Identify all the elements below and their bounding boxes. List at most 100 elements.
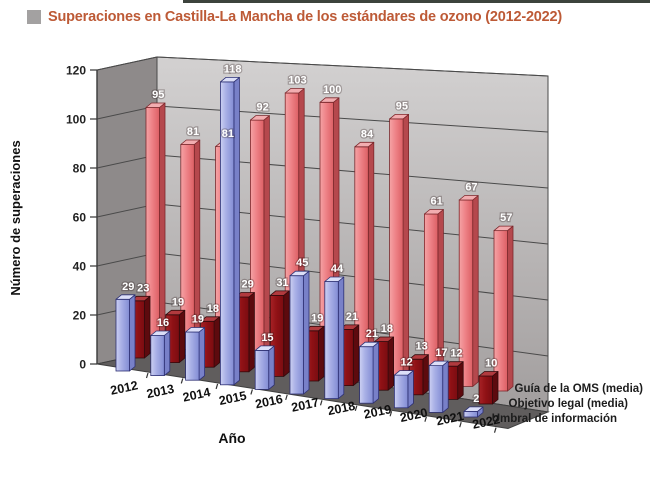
bar-value-umbral-de-informacion-2013: 16 bbox=[157, 317, 169, 329]
bar-value-guia-de-la-oms-media-2016: 103 bbox=[288, 74, 306, 86]
bar-objetivo-legal-media-2022-top bbox=[478, 371, 499, 377]
xtick-2019 bbox=[389, 411, 393, 417]
bar-value-objetivo-legal-media-2013: 19 bbox=[172, 296, 184, 308]
xtick-label-2016: 2016 bbox=[254, 392, 284, 411]
bar-objetivo-legal-media-2022 bbox=[478, 375, 493, 405]
bar-objetivo-legal-media-2018-side bbox=[352, 324, 360, 387]
bar-value-guia-de-la-oms-media-2020: 61 bbox=[431, 196, 443, 208]
ytick-label-40: 40 bbox=[73, 260, 87, 274]
bar-value-objetivo-legal-media-2019: 18 bbox=[381, 323, 393, 335]
ytick-label-80: 80 bbox=[73, 162, 87, 176]
bar-guia-de-la-oms-media-2020-top bbox=[423, 209, 444, 215]
bar-umbral-de-informacion-2018 bbox=[324, 281, 339, 399]
bar-guia-de-la-oms-media-2012-side bbox=[159, 102, 166, 346]
bar-guia-de-la-oms-media-2018-top bbox=[354, 141, 375, 148]
bar-guia-de-la-oms-media-2012-top bbox=[145, 102, 166, 108]
bar-umbral-de-informacion-2019-top bbox=[359, 341, 380, 348]
xtick-2014 bbox=[215, 383, 219, 390]
chart-title-row: Superaciones en Castilla-La Mancha de lo… bbox=[27, 9, 562, 25]
legend-objetivo-legal-media: Objetivo legal (media) bbox=[509, 398, 629, 410]
bar-umbral-de-informacion-2012-side bbox=[129, 294, 136, 372]
ytick-label-100: 100 bbox=[66, 113, 86, 127]
xtick-label-2020: 2020 bbox=[399, 406, 429, 425]
bar-umbral-de-informacion-2017-side bbox=[303, 270, 310, 395]
bar-value-umbral-de-informacion-2019: 21 bbox=[366, 328, 378, 340]
xtick-label-2014: 2014 bbox=[182, 385, 212, 404]
bar-value-guia-de-la-oms-media-2022: 57 bbox=[500, 212, 512, 224]
bar-objetivo-legal-media-2016-top bbox=[269, 290, 290, 296]
bar-value-umbral-de-informacion-2014: 19 bbox=[192, 314, 204, 326]
xtick-label-2013: 2013 bbox=[145, 382, 175, 401]
bar-umbral-de-informacion-2021 bbox=[428, 365, 444, 413]
bar-umbral-de-informacion-2022-top bbox=[463, 406, 484, 412]
bar-umbral-de-informacion-2018-side bbox=[337, 276, 345, 400]
bar-umbral-de-informacion-2012-top bbox=[115, 294, 136, 300]
bar-value-umbral-de-informacion-2018: 44 bbox=[331, 263, 344, 275]
xtick-label-2022: 2022 bbox=[471, 412, 501, 431]
bar-value-objetivo-legal-media-2012: 23 bbox=[137, 282, 149, 294]
page-title: Superaciones en Castilla-La Mancha de lo… bbox=[48, 9, 563, 25]
bar-value-objetivo-legal-media-2021: 12 bbox=[450, 348, 462, 360]
bar-umbral-de-informacion-2015-top bbox=[219, 77, 240, 83]
bar-umbral-de-informacion-2015-side bbox=[233, 77, 240, 386]
bar-umbral-de-informacion-2012 bbox=[115, 298, 130, 372]
bar-value-umbral-de-informacion-2021: 17 bbox=[435, 347, 447, 359]
bar-umbral-de-informacion-2020-top bbox=[393, 370, 414, 376]
bar-value-umbral-de-informacion-2012: 29 bbox=[122, 281, 134, 293]
x-axis-title: Año bbox=[218, 430, 245, 446]
ytick-label-20: 20 bbox=[73, 309, 87, 323]
xtick-label-2012: 2012 bbox=[109, 378, 139, 397]
xtick-2015 bbox=[250, 389, 253, 395]
bar-guia-de-la-oms-media-2015-side bbox=[263, 115, 270, 360]
xtick-2022 bbox=[493, 427, 497, 433]
bar-umbral-de-informacion-2020 bbox=[393, 374, 409, 409]
bar-value-umbral-de-informacion-2020: 12 bbox=[401, 357, 413, 369]
ytick-label-120: 120 bbox=[66, 64, 86, 78]
bar-value-objetivo-legal-media-2014: 18 bbox=[207, 303, 219, 315]
bar-objetivo-legal-media-2016-side bbox=[283, 290, 290, 377]
xtick-2013 bbox=[180, 378, 184, 384]
bar-value-guia-de-la-oms-media-2012: 95 bbox=[152, 89, 164, 101]
bar-guia-de-la-oms-media-2016-top bbox=[284, 88, 305, 94]
bar-objetivo-legal-media-2019-side bbox=[387, 336, 395, 391]
bar-value-guia-de-la-oms-media-2021: 67 bbox=[465, 182, 477, 194]
bar-objetivo-legal-media-2013-top bbox=[165, 309, 186, 316]
bar-value-umbral-de-informacion-2017: 45 bbox=[296, 257, 308, 269]
bar-value-guia-de-la-oms-media-2015: 92 bbox=[257, 102, 269, 114]
legend-guia-de-la-oms-media: Guía de la OMS (media) bbox=[515, 383, 644, 395]
bar-objetivo-legal-media-2022-side bbox=[492, 371, 499, 405]
ytick-label-0: 0 bbox=[79, 358, 86, 372]
bar-umbral-de-informacion-2013-top bbox=[150, 330, 171, 336]
bar-guia-de-la-oms-media-2019-top bbox=[389, 114, 410, 120]
bar-umbral-de-informacion-2013 bbox=[150, 335, 165, 376]
bar-umbral-de-informacion-2016-side bbox=[268, 345, 275, 390]
bar-guia-de-la-oms-media-2022-top bbox=[493, 225, 514, 232]
xtick-label-2021: 2021 bbox=[435, 409, 465, 428]
top-edge-artifact bbox=[183, 0, 650, 3]
bar-umbral-de-informacion-2017-top bbox=[289, 270, 310, 277]
bar-objetivo-legal-media-2020-top bbox=[408, 354, 429, 360]
bar-guia-de-la-oms-media-2015-top bbox=[249, 115, 270, 121]
bar-umbral-de-informacion-2020-side bbox=[407, 370, 414, 409]
bar-umbral-de-informacion-2013-side bbox=[163, 330, 171, 377]
y-axis-title: Número de superaciones bbox=[8, 140, 23, 295]
legend-umbral-de-informacion: Umbral de información bbox=[492, 413, 617, 425]
bar-umbral-de-informacion-2014-side bbox=[198, 327, 206, 381]
bar-guia-de-la-oms-media-2021-top bbox=[458, 195, 479, 201]
bar-objetivo-legal-media-2017-side bbox=[318, 325, 325, 382]
bar-value-guia-de-la-oms-media-2018: 84 bbox=[361, 128, 374, 140]
bar-value-objetivo-legal-media-2020: 13 bbox=[416, 341, 428, 353]
bar-guia-de-la-oms-media-2017-top bbox=[319, 97, 340, 103]
ytick-label-60: 60 bbox=[73, 211, 87, 225]
xtick-2012 bbox=[145, 372, 149, 379]
bar-guia-de-la-oms-media-2013-top bbox=[180, 139, 201, 145]
bar-objetivo-legal-media-2020-side bbox=[422, 354, 429, 396]
xtick-2018 bbox=[354, 405, 358, 411]
bar-umbral-de-informacion-2021-side bbox=[442, 360, 449, 413]
bar-value-umbral-de-informacion-2015: 118 bbox=[224, 63, 242, 75]
bar-value-objetivo-legal-media-2018: 21 bbox=[346, 311, 358, 323]
bar-objetivo-legal-media-2014-top bbox=[200, 316, 221, 322]
xtick-label-2017: 2017 bbox=[290, 395, 320, 414]
bar-value-objetivo-legal-media-2022: 10 bbox=[485, 358, 497, 370]
